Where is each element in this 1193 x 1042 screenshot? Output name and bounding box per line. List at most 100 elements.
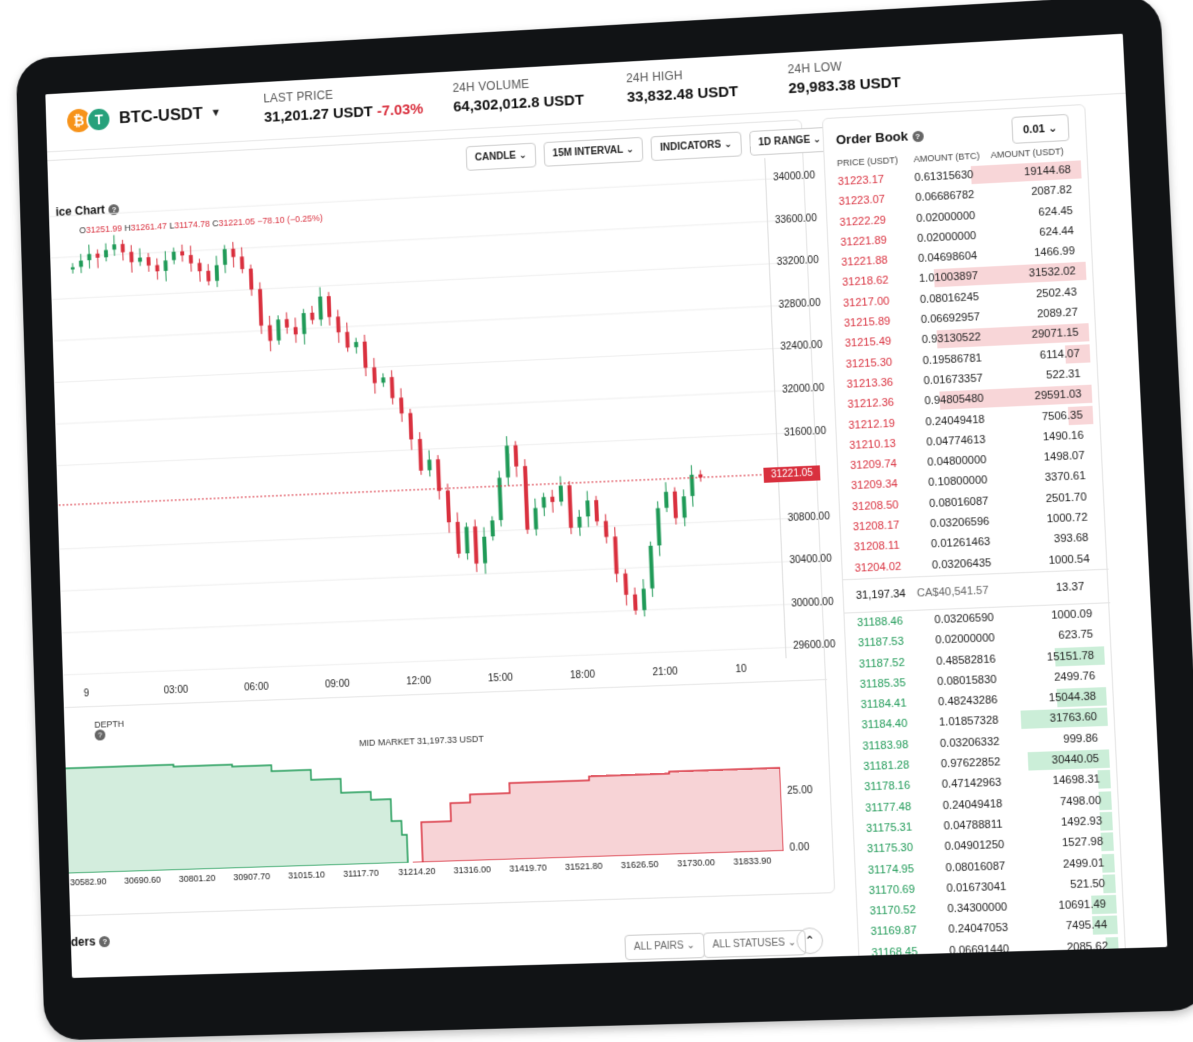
candle-body[interactable] [559,486,564,502]
candle-body[interactable] [664,492,669,508]
candle-body[interactable] [79,261,83,267]
candle-body[interactable] [550,497,554,502]
help-icon[interactable]: ? [95,729,106,740]
candle-body[interactable] [372,367,376,383]
candle-body[interactable] [514,445,519,466]
candle-body[interactable] [96,253,100,257]
candle-body[interactable] [464,527,469,554]
candle-body[interactable] [129,252,133,263]
candle-body[interactable] [104,250,108,257]
candle-body[interactable] [294,327,298,335]
candle-body[interactable] [87,254,91,260]
candle-body[interactable] [198,263,202,272]
candle-body[interactable] [446,491,451,523]
candle-body[interactable] [399,398,404,414]
grid-line [56,391,784,424]
all-pairs-filter[interactable]: ALL PAIRS ⌄ [624,933,704,961]
grid-line [51,221,777,258]
candle-body[interactable] [231,249,235,258]
candle-body[interactable] [649,546,655,589]
candle-body[interactable] [363,341,368,367]
candle-body[interactable] [673,491,678,518]
all-statuses-filter[interactable]: ALL STATUSES ⌄ [703,930,806,958]
candle-body[interactable] [682,496,687,517]
candle-body[interactable] [258,289,263,326]
candle-body[interactable] [456,522,461,554]
indicators-button[interactable]: INDICATORS ⌄ [651,132,742,162]
candlestick-chart[interactable] [49,158,795,686]
candle-body[interactable] [318,296,323,319]
candle-body[interactable] [594,500,599,521]
candle-body[interactable] [577,517,581,528]
grid-line [63,604,794,633]
candle-body[interactable] [642,589,647,610]
candle-body[interactable] [505,446,510,478]
ask-amount: 0.19586781 [922,352,982,367]
candle-body[interactable] [490,520,495,536]
depth-chart[interactable] [57,739,784,873]
y-tick: 30000.00 [791,597,834,610]
candle-body[interactable] [656,508,662,545]
candle-body[interactable] [223,249,227,265]
candle-body[interactable] [276,319,281,340]
candle-button[interactable]: CANDLE ⌄ [466,143,537,171]
candle-body[interactable] [567,485,573,528]
candle-body[interactable] [408,413,413,439]
candle-body[interactable] [327,296,332,317]
candle-body[interactable] [138,258,142,262]
candle-body[interactable] [542,497,546,508]
candle-body[interactable] [146,257,150,266]
candle-body[interactable] [302,313,307,334]
candle-body[interactable] [523,466,529,530]
ask-total: 2501.70 [1046,491,1087,505]
candle-body[interactable] [604,521,609,537]
candle-body[interactable] [112,244,116,249]
candle-body[interactable] [180,251,184,255]
range-button[interactable]: 1D RANGE ⌄ [749,127,831,156]
candle-body[interactable] [285,319,289,328]
candle-body[interactable] [390,377,395,398]
candle-body[interactable] [585,500,590,516]
candle-body[interactable] [249,269,254,290]
candle-body[interactable] [155,265,159,271]
candle-body[interactable] [381,377,385,382]
candle-body[interactable] [215,265,219,281]
candle-body[interactable] [418,439,423,471]
candle-body[interactable] [427,460,431,471]
ask-total: 29591.03 [1034,388,1082,402]
help-icon[interactable]: ? [912,131,924,143]
candle-body[interactable] [206,271,210,282]
pair-selector[interactable]: ₿ T BTC-USDT ▼ [67,100,222,134]
candle-body[interactable] [623,573,628,594]
candle-body[interactable] [497,478,503,520]
candle-body[interactable] [345,332,349,348]
help-icon[interactable]: ? [99,936,110,947]
grid-line [61,561,791,591]
interval-button[interactable]: 15M INTERVAL ⌄ [543,137,643,167]
pair-name[interactable]: BTC-USDT [119,104,203,128]
candle-body[interactable] [336,317,340,333]
chevron-down-icon[interactable]: ▼ [210,107,221,119]
candle-body[interactable] [71,267,75,269]
candle-body[interactable] [310,313,314,321]
ask-depth-area [410,768,784,863]
candle-body[interactable] [121,244,125,252]
candle-body[interactable] [533,508,538,529]
candle-body[interactable] [268,325,272,341]
ask-total: 1498.07 [1044,450,1085,464]
precision-select[interactable]: 0.01 ⌄ [1011,114,1069,144]
candle-body[interactable] [164,260,168,271]
depth-bar [1095,467,1096,485]
candle-body[interactable] [633,594,638,610]
depth-x-tick: 31316.00 [453,864,491,875]
candle-body[interactable] [189,255,193,264]
candle-body[interactable] [240,257,244,270]
bid-total: 1527.98 [1062,836,1104,850]
candle-body[interactable] [172,252,176,261]
chevron-up-icon[interactable]: ⌃ [796,927,824,954]
x-tick: 10 [735,664,747,676]
candle-body[interactable] [482,537,487,564]
candle-body[interactable] [436,459,441,491]
bid-total: 999.86 [1063,732,1098,745]
candle-body[interactable] [354,342,358,347]
